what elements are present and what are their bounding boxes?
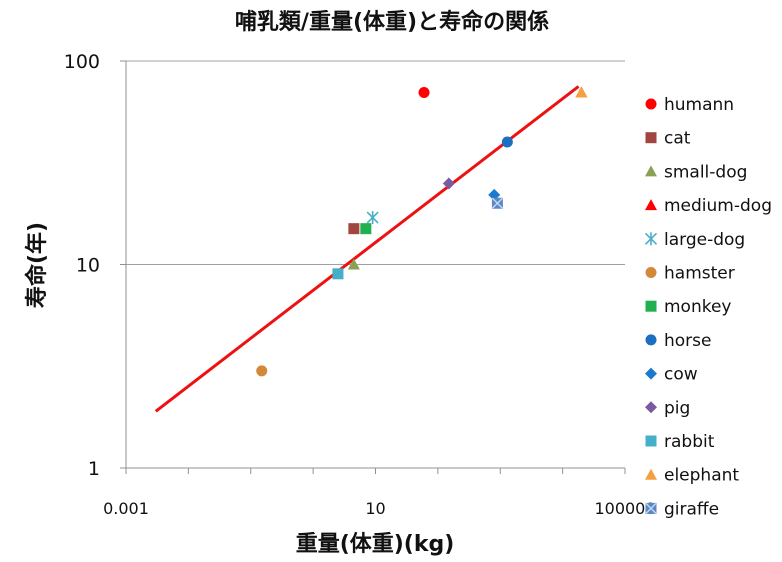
marker-shape [575,86,588,98]
legend-item: large-dog [644,230,745,250]
data-point-small-dog [347,258,360,270]
marker-shape [501,136,513,148]
y-tick-label: 10 [76,255,100,277]
data-point-horse [501,136,513,148]
grid [126,60,625,469]
legend-label: large-dog [664,230,745,250]
legend-item: monkey [645,297,732,317]
legend-label: horse [664,331,711,351]
legend-item: small-dog [645,162,747,182]
legend-item: horse [645,331,711,351]
marker-stroke [491,197,503,209]
marker-shape [442,177,455,190]
marker-shape [645,132,657,144]
legend-item: medium-dog [645,196,772,216]
y-axis-title: 寿命(年) [24,222,50,308]
legend-item: elephant [645,466,739,486]
legend-label: pig [664,398,690,418]
legend-label: small-dog [664,162,747,182]
data-point-hamster [256,365,268,377]
trendline [154,85,580,413]
marker-shape [645,435,657,447]
marker-shape [418,87,430,99]
legend-item: hamster [645,264,735,284]
data-point-monkey [360,223,372,235]
data-point-giraffe [491,197,503,209]
marker-shape [645,199,657,211]
legend-item: cow [645,365,698,385]
legend-marker [645,267,657,278]
data-point-large-dog [366,211,379,225]
legend-marker [645,165,657,177]
legend-item: pig [645,398,690,418]
legend-marker [645,98,657,110]
y-tick-label: 1 [88,458,100,480]
marker-shape [360,223,372,235]
marker-shape [645,300,657,312]
marker-shape [645,468,657,480]
legend-marker [645,132,657,144]
marker-shape [645,267,657,278]
marker-shape [645,165,657,177]
data-point-pig [442,177,455,190]
trendline-group [154,85,580,413]
legend-marker [645,300,657,312]
legend-item: rabbit [645,432,715,452]
marker-stroke [645,502,657,514]
legend-label: elephant [664,466,739,486]
legend-marker [645,334,657,346]
legend-label: cow [664,365,698,385]
legend-label: monkey [664,297,732,317]
legend-marker [645,468,657,480]
legend-marker [645,401,657,414]
legend-item: humann [645,95,734,115]
marker-shape [347,258,360,270]
y-tick-label: 100 [64,51,100,73]
x-axis-title: 重量(体重)(kg) [296,532,455,557]
data-point-elephant [575,86,588,98]
legend-item: giraffe [645,499,719,519]
legend-marker [645,502,657,514]
data-point-humann [418,87,430,99]
legend-item: cat [645,129,691,149]
legend-label: cat [664,129,691,149]
marker-shape [332,268,344,280]
legend-label: rabbit [664,432,715,452]
x-tick-label: 100000 [594,499,655,518]
legend: humann cat small-dog medium-dog large-dog ham… [644,95,772,519]
chart-title: 哺乳類/重量(体重)と寿命の関係 [235,9,549,35]
axes: 1 10 100 0.001 10 100000 [64,51,656,518]
data-points [256,86,588,377]
legend-marker [645,199,657,211]
legend-marker [645,367,657,380]
legend-label: hamster [664,264,735,284]
marker-shape [256,365,268,377]
data-point-rabbit [332,268,344,280]
legend-marker [645,435,657,447]
legend-label: medium-dog [664,196,772,216]
legend-label: giraffe [664,499,719,519]
legend-label: humann [664,95,734,115]
legend-marker [644,232,658,246]
x-tick-label: 0.001 [103,499,149,518]
marker-shape [645,401,657,414]
marker-shape [348,223,360,235]
marker-shape [645,98,657,110]
marker-shape [645,367,657,380]
x-tick-label: 10 [365,499,385,518]
marker-shape [645,334,657,346]
data-point-cat [348,223,360,235]
